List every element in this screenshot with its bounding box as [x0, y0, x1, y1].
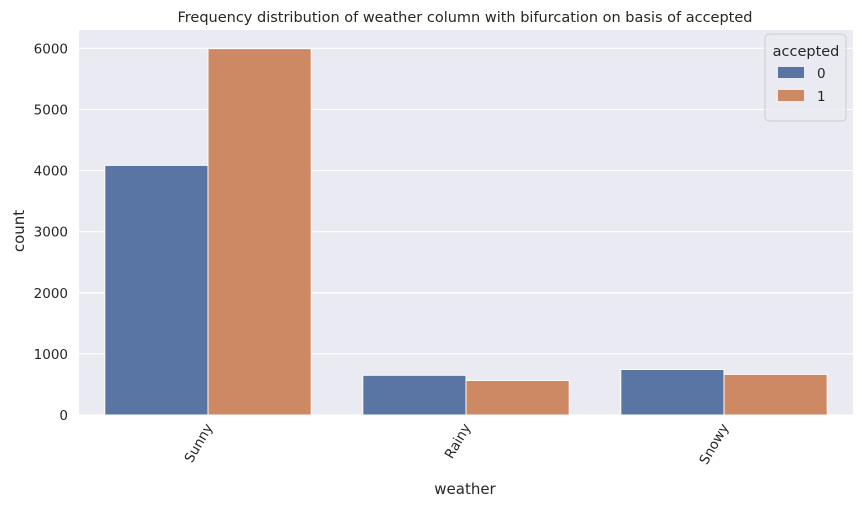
y-tick-label: 6000: [34, 41, 68, 57]
y-tick-label: 2000: [34, 286, 68, 302]
bar-rainy-1: [465, 379, 570, 416]
x-axis-label: weather: [434, 480, 496, 498]
bar-snowy-1: [723, 373, 828, 416]
x-tick-labels: Sunny Rainy Snowy: [181, 421, 732, 467]
x-tick-label: Snowy: [696, 421, 732, 467]
y-tick-label: 5000: [34, 102, 68, 118]
chart-title: Frequency distribution of weather column…: [177, 10, 752, 26]
legend: accepted 0 1: [764, 33, 847, 122]
legend-title: accepted: [773, 44, 840, 60]
y-tick-labels: 0 1000 2000 3000 4000 5000 6000: [34, 41, 68, 424]
bar-snowy-0: [620, 368, 725, 416]
bars: [104, 48, 828, 416]
y-tick-label: 0: [59, 408, 68, 424]
x-tick-label: Sunny: [181, 421, 216, 466]
bar-rainy-0: [362, 374, 467, 416]
y-tick-label: 3000: [34, 225, 68, 241]
bar-sunny-1: [207, 48, 312, 416]
legend-swatch-1: [778, 90, 804, 101]
bar-sunny-0: [104, 164, 209, 416]
y-tick-label: 4000: [34, 164, 68, 180]
legend-label-1: 1: [817, 89, 826, 105]
legend-swatch-0: [778, 67, 804, 78]
y-axis-label: count: [10, 210, 28, 252]
legend-label-0: 0: [817, 66, 826, 82]
y-tick-label: 1000: [34, 347, 68, 363]
x-tick-label: Rainy: [442, 421, 475, 462]
